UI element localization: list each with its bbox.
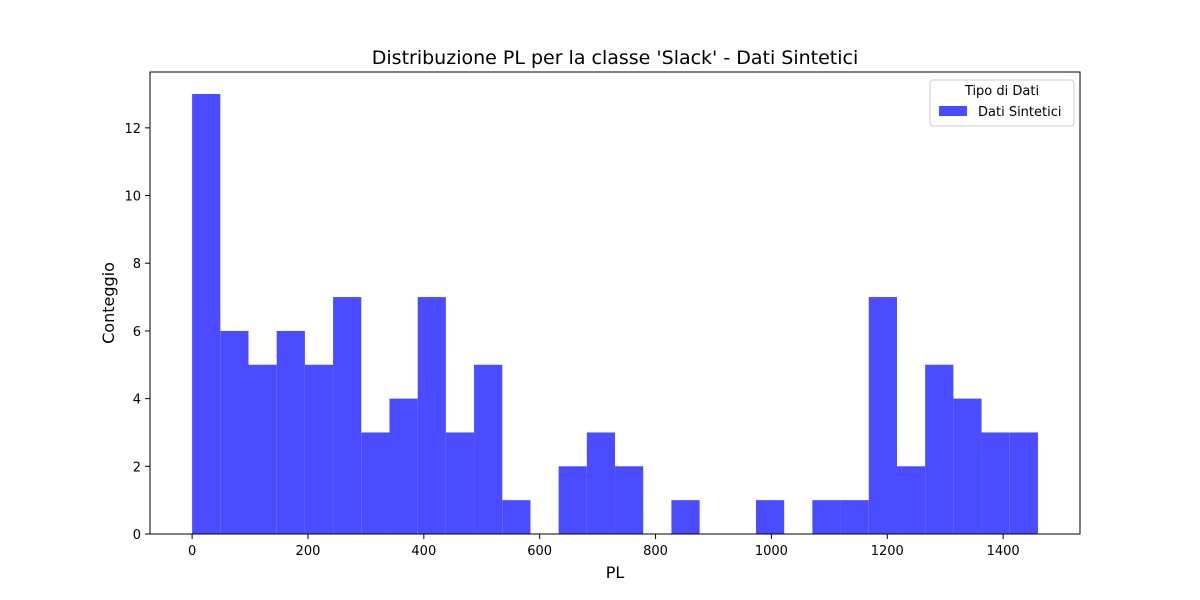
x-tick-label: 1400 xyxy=(987,544,1020,559)
histogram-bar xyxy=(361,432,390,534)
x-axis-ticks: 0 200 400 600 800 1000 1200 1400 xyxy=(188,534,1020,559)
y-tick-label: 0 xyxy=(133,528,141,543)
histogram-bar xyxy=(615,466,644,534)
histogram-bar xyxy=(756,500,785,534)
histogram-bar xyxy=(502,500,531,534)
histogram-bar xyxy=(925,364,954,534)
y-tick-label: 10 xyxy=(124,190,141,205)
histogram-bar xyxy=(558,466,587,534)
y-axis-ticks: 0 2 4 6 8 10 12 xyxy=(124,122,150,543)
bars-group xyxy=(192,94,1038,534)
y-tick-label: 2 xyxy=(133,460,141,475)
legend-swatch xyxy=(939,106,967,116)
histogram-bar xyxy=(953,398,982,534)
histogram-bar xyxy=(812,500,841,534)
histogram-bar xyxy=(896,466,926,534)
x-tick-label: 1200 xyxy=(871,544,904,559)
histogram-bar xyxy=(192,94,221,534)
histogram-bar xyxy=(840,500,869,534)
histogram-bar xyxy=(248,364,277,534)
legend-title: Tipo di Dati xyxy=(964,84,1039,99)
chart-title: Distribuzione PL per la classe 'Slack' -… xyxy=(372,47,858,69)
histogram-bar xyxy=(445,432,475,534)
histogram-bar xyxy=(276,330,305,534)
plot-frame xyxy=(149,71,1081,535)
histogram-bar xyxy=(868,297,897,534)
x-axis-label: PL xyxy=(606,563,625,582)
histogram-bar xyxy=(981,432,1010,534)
x-tick-label: 0 xyxy=(188,544,196,559)
y-axis-label: Conteggio xyxy=(99,262,118,344)
x-tick-label: 800 xyxy=(643,544,668,559)
histogram-bar xyxy=(389,398,418,534)
histogram-bar xyxy=(586,432,616,534)
legend: Tipo di Dati Dati Sintetici xyxy=(929,79,1075,127)
histogram-bar xyxy=(333,297,362,534)
y-tick-label: 6 xyxy=(133,325,141,340)
histogram-bar xyxy=(304,364,334,534)
x-tick-label: 400 xyxy=(411,544,436,559)
histogram-bar xyxy=(671,500,700,534)
y-tick-label: 4 xyxy=(133,393,141,408)
histogram-bar xyxy=(417,297,446,534)
y-tick-label: 12 xyxy=(124,122,141,137)
histogram-bar xyxy=(474,364,503,534)
x-tick-label: 600 xyxy=(527,544,552,559)
x-tick-label: 1000 xyxy=(755,544,788,559)
histogram-bar xyxy=(220,330,249,534)
histogram-bar xyxy=(1009,432,1038,534)
x-tick-label: 200 xyxy=(296,544,321,559)
y-tick-label: 8 xyxy=(133,257,141,272)
legend-entry-label: Dati Sintetici xyxy=(978,105,1061,120)
